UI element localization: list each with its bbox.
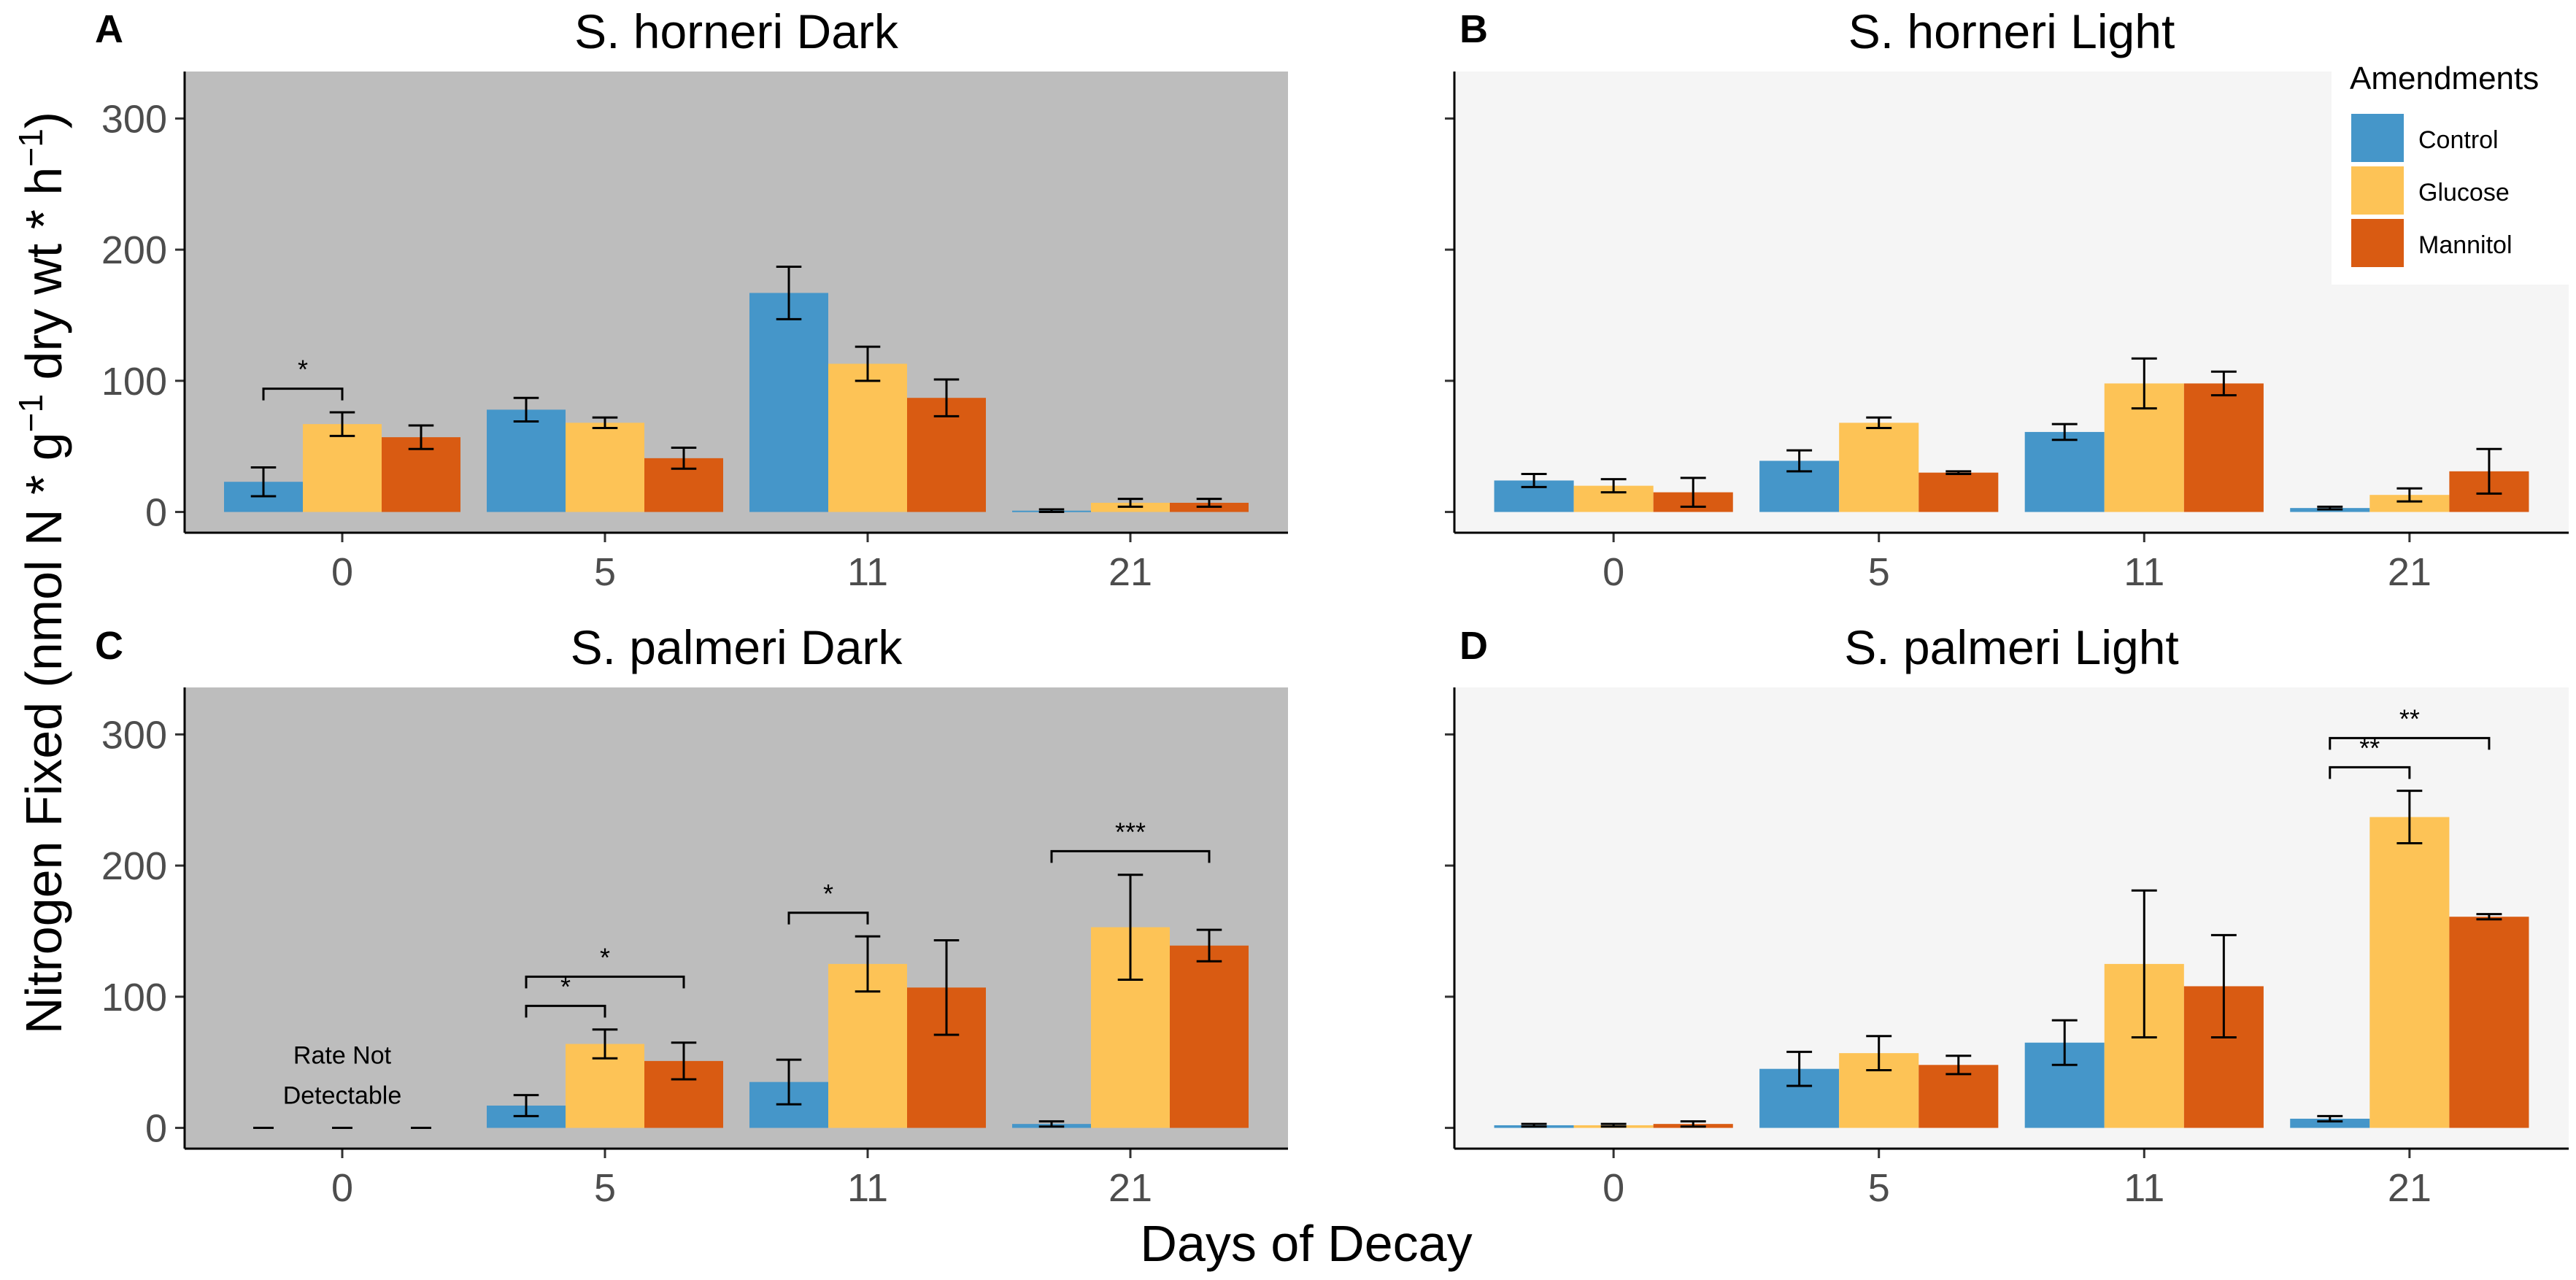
x-tick-label: 5: [1868, 550, 1890, 594]
x-tick-label: 0: [331, 1166, 353, 1210]
panel-a: A S. horneri Dark 0 100 200 300 0 5 11 21 *: [95, 4, 1288, 594]
annotation-text: Detectable: [283, 1082, 402, 1110]
significance-label: **: [2399, 703, 2420, 733]
legend: Amendments Control Glucose Mannitol: [2332, 53, 2569, 285]
y-tick-label: 100: [101, 360, 167, 404]
panel-title: S. horneri Light: [1848, 4, 2175, 58]
significance-bracket: [1050, 849, 1211, 863]
panel-letter: C: [95, 624, 123, 668]
x-tick-label: 21: [1108, 550, 1152, 594]
bar-glucose: [828, 363, 907, 512]
legend-label-control: Control: [2418, 126, 2499, 154]
bar-control: [749, 293, 828, 512]
significance-bracket: [262, 388, 344, 401]
legend-swatch-control: [2351, 114, 2404, 162]
x-tick-label: 5: [594, 1166, 616, 1210]
legend-swatch-glucose: [2351, 166, 2404, 215]
bar-glucose: [2369, 817, 2450, 1128]
x-tick-label: 0: [1603, 550, 1624, 594]
bar-glucose: [566, 423, 644, 512]
x-tick-label: 21: [1108, 1166, 1152, 1210]
significance-label: *: [823, 879, 833, 909]
bar-glucose: [1839, 423, 1919, 512]
y-tick-label: 300: [101, 713, 167, 757]
x-tick-label: 21: [2388, 1166, 2432, 1210]
annotation-text: Rate Not: [293, 1042, 392, 1070]
panel-title: S. palmeri Dark: [571, 620, 903, 674]
bar-control: [2290, 1118, 2370, 1128]
legend-label-mannitol: Mannitol: [2418, 231, 2513, 259]
y-tick-label: 200: [101, 228, 167, 272]
significance-bracket: [2329, 736, 2491, 750]
y-tick-label: 100: [101, 976, 167, 1019]
bar-control: [487, 409, 566, 512]
x-tick-label: 11: [2124, 1166, 2164, 1210]
legend-label-glucose: Glucose: [2418, 179, 2510, 207]
significance-bracket: [525, 1004, 606, 1018]
panel-letter: D: [1459, 624, 1488, 668]
legend-title: Amendments: [2350, 61, 2539, 96]
panel-letter: B: [1459, 7, 1488, 51]
significance-bracket: [787, 911, 869, 925]
x-tick-label: 5: [1868, 1166, 1890, 1210]
y-tick-label: 300: [101, 97, 167, 141]
y-tick-label: 200: [101, 844, 167, 888]
significance-label: *: [298, 355, 308, 385]
significance-label: *: [600, 942, 610, 972]
significance-bracket: [2329, 766, 2411, 779]
x-tick-label: 21: [2388, 550, 2432, 594]
bar-mannitol: [1918, 472, 1999, 512]
bar-mannitol: [2449, 917, 2529, 1128]
y-tick-label: 0: [145, 1107, 167, 1151]
panels: A S. horneri Dark 0 100 200 300 0 5 11 21 * B S. hor…: [95, 4, 2569, 1210]
panel-letter: A: [95, 7, 123, 51]
x-tick-label: 0: [331, 550, 353, 594]
significance-bracket: [525, 975, 685, 989]
x-tick-label: 11: [2124, 550, 2164, 594]
bar-mannitol: [1170, 945, 1249, 1128]
bar-mannitol: [1918, 1065, 1999, 1128]
x-axis-title: Days of Decay: [1140, 1215, 1472, 1272]
x-tick-label: 5: [594, 550, 616, 594]
bar-glucose: [303, 424, 382, 512]
bar-glucose: [2369, 495, 2450, 512]
y-axis-title: Nitrogen Fixed (nmol N * g−1 dry wt * h−…: [12, 112, 72, 1034]
panel-title: S. palmeri Light: [1844, 620, 2179, 674]
significance-label: *: [560, 971, 571, 1001]
bar-mannitol: [2183, 383, 2264, 512]
significance-label: ***: [1115, 817, 1146, 847]
x-tick-label: 0: [1603, 1166, 1624, 1210]
legend-swatch-mannitol: [2351, 219, 2404, 267]
x-tick-label: 11: [847, 1166, 888, 1210]
bar-control: [2024, 431, 2105, 512]
x-tick-label: 11: [847, 550, 888, 594]
y-tick-label: 0: [145, 491, 167, 535]
panel-title: S. horneri Dark: [574, 4, 899, 58]
